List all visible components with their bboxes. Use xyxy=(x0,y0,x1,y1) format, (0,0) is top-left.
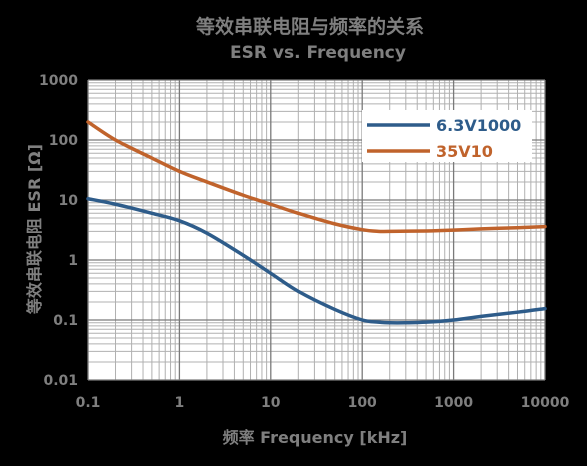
x-tick-label: 1 xyxy=(175,395,185,411)
series-layer xyxy=(86,120,547,325)
y-tick-label: 10 xyxy=(59,193,79,209)
legend-background xyxy=(362,110,532,162)
x-axis-label: 频率 Frequency [kHz] xyxy=(223,428,408,447)
x-tick-label: 0.1 xyxy=(76,395,101,411)
y-tick-label: 1000 xyxy=(39,73,78,89)
y-tick-label: 1 xyxy=(68,253,78,269)
chart-subtitle: ESR vs. Frequency xyxy=(230,43,406,63)
y-tick-label: 100 xyxy=(49,133,78,149)
series-line-1 xyxy=(86,196,547,325)
y-tick-label: 0.01 xyxy=(43,373,78,389)
legend-label-2: 35V10 xyxy=(436,142,493,161)
x-tick-label: 10000 xyxy=(521,395,570,411)
legend-label-1: 6.3V1000 xyxy=(436,116,521,135)
y-tick-label: 0.1 xyxy=(53,313,78,329)
y-tick-labels: 0.01 0.1 1 10 100 1000 xyxy=(39,73,78,389)
x-tick-label: 10 xyxy=(261,395,281,411)
x-tick-labels: 0.1 1 10 100 1000 10000 xyxy=(76,395,570,411)
minor-gridlines xyxy=(88,80,545,380)
x-tick-label: 100 xyxy=(348,395,377,411)
x-tick-label: 1000 xyxy=(434,395,473,411)
legend: 6.3V1000 35V10 xyxy=(367,116,521,161)
series-line-2 xyxy=(86,120,547,234)
y-axis-label: 等效串联电阻 ESR [Ω] xyxy=(25,144,44,315)
chart-title: 等效串联电阻与频率的关系 xyxy=(195,15,424,38)
